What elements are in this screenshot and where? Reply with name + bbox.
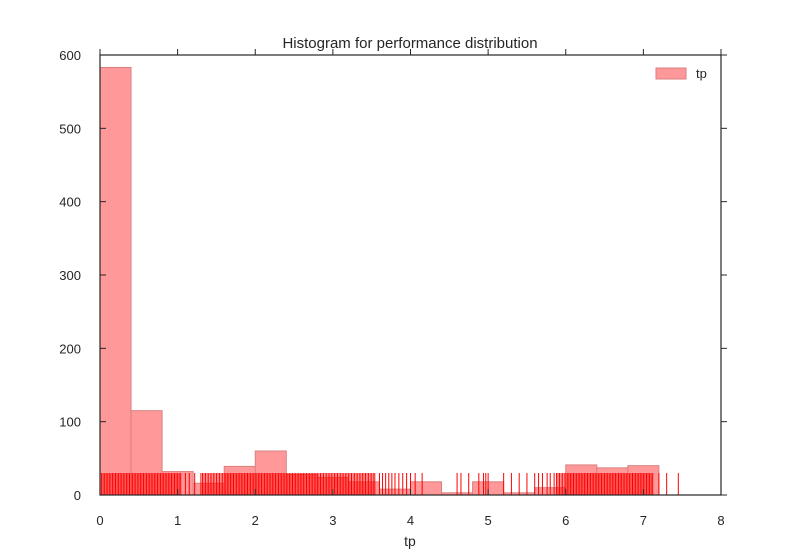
x-tick-label: 1 bbox=[174, 513, 181, 528]
x-axis-ticks: 0 1 2 3 4 5 6 7 8 bbox=[96, 49, 725, 528]
y-tick-label: 600 bbox=[59, 48, 81, 63]
y-tick-label: 400 bbox=[59, 195, 81, 210]
x-tick-label: 7 bbox=[640, 513, 647, 528]
x-tick-label: 8 bbox=[717, 513, 724, 528]
x-tick-label: 0 bbox=[96, 513, 103, 528]
y-tick-label: 0 bbox=[74, 488, 81, 503]
x-axis-label: tp bbox=[404, 533, 416, 549]
x-tick-label: 6 bbox=[562, 513, 569, 528]
x-tick-label: 2 bbox=[252, 513, 259, 528]
x-tick-label: 3 bbox=[329, 513, 336, 528]
y-tick-label: 300 bbox=[59, 268, 81, 283]
legend: tp bbox=[655, 66, 707, 81]
histogram-bar-0 bbox=[99, 66, 132, 496]
bars-group bbox=[99, 66, 660, 496]
y-tick-label: 500 bbox=[59, 121, 81, 136]
legend-label: tp bbox=[696, 66, 707, 81]
y-tick-label: 200 bbox=[59, 341, 81, 356]
y-tick-label: 100 bbox=[59, 415, 81, 430]
y-axis-ticks: 0 100 200 300 400 500 600 bbox=[59, 48, 727, 503]
legend-swatch bbox=[655, 67, 687, 80]
plot-frame bbox=[99, 54, 722, 496]
x-tick-label: 5 bbox=[485, 513, 492, 528]
x-tick-label: 4 bbox=[407, 513, 414, 528]
chart-title: Histogram for performance distribution bbox=[282, 35, 537, 52]
rug-group bbox=[99, 473, 679, 495]
